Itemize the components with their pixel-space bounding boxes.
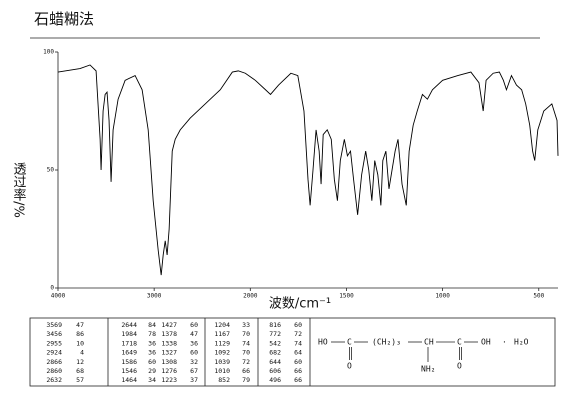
- peak-wavenumber: 1167: [214, 330, 230, 338]
- peak-transmittance: 32: [190, 358, 198, 366]
- peak-wavenumber: 1092: [214, 349, 230, 357]
- peak-transmittance: 72: [242, 358, 250, 366]
- peak-transmittance: 34: [148, 376, 156, 384]
- peak-transmittance: 74: [294, 339, 302, 347]
- peak-wavenumber: 816: [269, 321, 281, 329]
- peak-transmittance: 70: [242, 330, 250, 338]
- peak-transmittance: 66: [242, 367, 250, 375]
- peak-wavenumber: 2644: [121, 321, 137, 329]
- peak-wavenumber: 1327: [161, 349, 177, 357]
- peak-transmittance: 57: [76, 376, 84, 384]
- formula-text: C: [347, 338, 352, 347]
- formula-text: O: [347, 362, 352, 371]
- formula-text: CH: [424, 338, 434, 347]
- peak-wavenumber: 2866: [46, 358, 62, 366]
- peak-transmittance: 67: [190, 367, 198, 375]
- spectrum-line: [57, 64, 559, 276]
- peak-transmittance: 72: [294, 330, 302, 338]
- peak-wavenumber: 1718: [121, 339, 137, 347]
- peak-transmittance: 10: [76, 339, 84, 347]
- x-tick-label: 1500: [339, 293, 354, 300]
- y-tick-label: 0: [50, 285, 54, 292]
- peak-wavenumber: 1546: [121, 367, 137, 375]
- peak-wavenumber: 1276: [161, 367, 177, 375]
- page-title: 石蜡糊法: [34, 10, 94, 28]
- peak-transmittance: 79: [242, 376, 250, 384]
- y-tick-label: 50: [47, 167, 55, 174]
- peak-wavenumber: 2632: [46, 376, 62, 384]
- peak-transmittance: 86: [76, 330, 84, 338]
- peak-wavenumber: 3456: [46, 330, 62, 338]
- peak-transmittance: 60: [148, 358, 156, 366]
- peak-transmittance: 78: [148, 330, 156, 338]
- peak-wavenumber: 606: [269, 367, 281, 375]
- structure: HO C O (CH₂)₃ CH NH₂ C O OH · H₂O: [318, 338, 529, 374]
- peak-transmittance: 60: [294, 358, 302, 366]
- peak-wavenumber: 3569: [46, 321, 62, 329]
- formula-text: NH₂: [421, 365, 435, 374]
- peak-wavenumber: 1338: [161, 339, 177, 347]
- peak-wavenumber: 1586: [121, 358, 137, 366]
- peak-wavenumber: 644: [269, 358, 281, 366]
- peak-transmittance: 47: [76, 321, 84, 329]
- peak-wavenumber: 1464: [121, 376, 137, 384]
- peak-wavenumber: 1129: [214, 339, 230, 347]
- peak-wavenumber: 1649: [121, 349, 137, 357]
- peak-transmittance: 68: [76, 367, 84, 375]
- peak-transmittance: 66: [294, 367, 302, 375]
- formula-text: HO: [318, 338, 328, 347]
- peak-wavenumber: 1010: [214, 367, 230, 375]
- y-axis-label: 透过率/%: [11, 162, 27, 218]
- y-tick-label: 100: [43, 49, 54, 56]
- peak-transmittance: 64: [294, 349, 302, 357]
- peak-transmittance: 36: [148, 349, 156, 357]
- peak-transmittance: 37: [190, 376, 198, 384]
- peak-wavenumber: 1378: [161, 330, 177, 338]
- x-tick-label: 3000: [147, 293, 162, 300]
- formula-text: ·: [502, 338, 507, 347]
- peak-transmittance: 60: [294, 321, 302, 329]
- peak-wavenumber: 1984: [121, 330, 137, 338]
- peak-transmittance: 29: [148, 367, 156, 375]
- peak-wavenumber: 496: [269, 376, 281, 384]
- peak-transmittance: 84: [148, 321, 156, 329]
- peak-transmittance: 33: [242, 321, 250, 329]
- formula-text: H₂O: [514, 338, 529, 347]
- peak-table-frame: [29, 317, 556, 387]
- formula-text: O: [457, 362, 462, 371]
- peak-wavenumber: 1204: [214, 321, 230, 329]
- peak-wavenumber: 2955: [46, 339, 62, 347]
- peak-transmittance: 66: [294, 376, 302, 384]
- formula-text: (CH₂)₃: [372, 338, 401, 347]
- peak-transmittance: 60: [190, 321, 198, 329]
- peak-transmittance: 36: [148, 339, 156, 347]
- peak-transmittance: 74: [242, 339, 250, 347]
- x-tick-label: 4000: [51, 293, 66, 300]
- peak-transmittance: 36: [190, 339, 198, 347]
- peak-wavenumber: 1427: [161, 321, 177, 329]
- formula-text: C: [457, 338, 462, 347]
- peak-wavenumber: 1223: [161, 376, 177, 384]
- x-tick-label: 2000: [243, 293, 258, 300]
- peak-wavenumber: 772: [269, 330, 281, 338]
- peak-wavenumber: 542: [269, 339, 281, 347]
- formula-text: OH: [481, 338, 491, 347]
- peak-wavenumber: 852: [218, 376, 230, 384]
- peak-transmittance: 4: [80, 349, 84, 357]
- peak-transmittance: 70: [242, 349, 250, 357]
- peak-wavenumber: 682: [269, 349, 281, 357]
- x-tick-label: 500: [533, 293, 544, 300]
- peak-transmittance: 47: [190, 330, 198, 338]
- peak-wavenumber: 2924: [46, 349, 62, 357]
- peak-transmittance: 60: [190, 349, 198, 357]
- peak-wavenumber: 1308: [161, 358, 177, 366]
- x-tick-label: 1000: [435, 293, 450, 300]
- peak-transmittance: 12: [76, 358, 84, 366]
- peak-wavenumber: 2860: [46, 367, 62, 375]
- peak-wavenumber: 1039: [214, 358, 230, 366]
- x-axis-label: 波数/cm⁻¹: [269, 297, 331, 312]
